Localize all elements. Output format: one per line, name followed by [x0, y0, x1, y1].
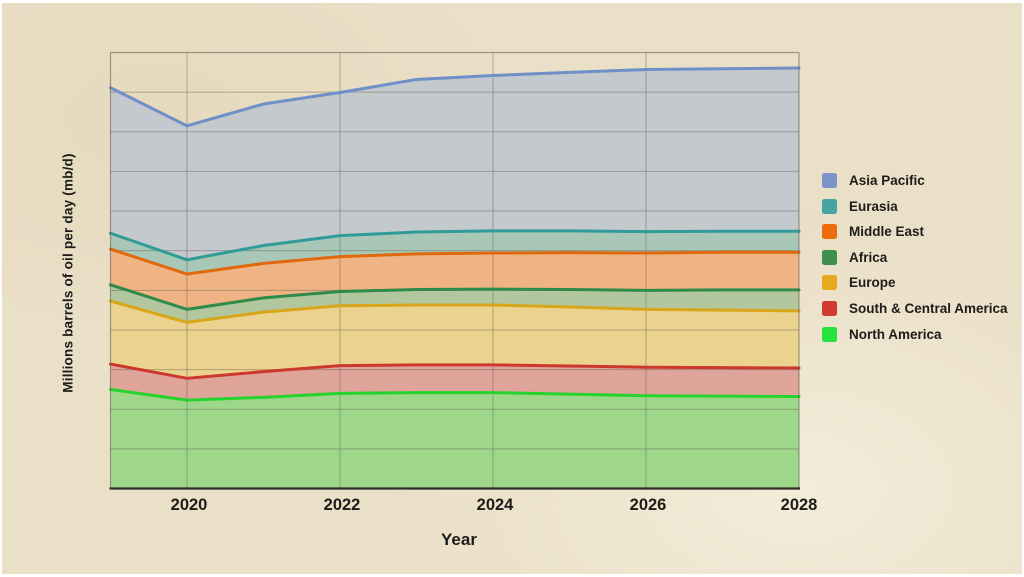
legend-swatch-eurasia: [822, 198, 837, 214]
area-layers: [110, 67, 799, 489]
line-south-central-america: [109, 362, 801, 380]
legend-swatch-europe: [822, 275, 837, 291]
legend-item-north-america: North America: [822, 326, 1008, 342]
area-asia-pacific: [110, 67, 799, 260]
line-eurasia: [109, 229, 801, 262]
area-europe: [110, 301, 799, 379]
legend-swatch-middle-east: [822, 224, 837, 240]
legend-label-south-central-america: South & Central America: [849, 300, 1008, 316]
legend-item-south-central-america: South & Central America: [822, 300, 1008, 316]
legend-swatch-africa: [822, 249, 837, 265]
x-tick-2024: 2024: [477, 496, 515, 514]
legend-item-middle-east: Middle East: [822, 224, 1008, 240]
x-axis-tick-labels: 2020 2022 2024 2026 2028: [171, 496, 818, 514]
legend-label-asia-pacific: Asia Pacific: [849, 173, 925, 188]
legend-item-eurasia: Eurasia: [822, 198, 1008, 214]
legend-item-africa: Africa: [822, 249, 1008, 265]
x-tick-2022: 2022: [324, 496, 361, 514]
x-axis-title: Year: [441, 530, 477, 549]
plot-frame: [109, 51, 800, 490]
line-north-america: [109, 387, 801, 402]
legend-swatch-north-america: [822, 326, 837, 342]
legend: Asia Pacific Eurasia Middle East Africa …: [822, 173, 1008, 352]
line-africa: [109, 283, 801, 311]
legend-item-asia-pacific: Asia Pacific: [822, 173, 1008, 188]
legend-label-eurasia: Eurasia: [849, 198, 898, 214]
y-axis-title: Millions barrels of oil per day (mb/d): [60, 153, 76, 393]
series-boundary-lines: [109, 66, 801, 402]
line-europe: [109, 299, 801, 324]
legend-swatch-south-central-america: [822, 300, 837, 316]
x-tick-2026: 2026: [630, 496, 667, 514]
area-north-america: [110, 389, 799, 489]
legend-label-north-america: North America: [849, 326, 942, 342]
legend-swatch-asia-pacific: [822, 173, 837, 188]
area-middle-east: [110, 249, 799, 310]
legend-item-europe: Europe: [822, 275, 1008, 291]
line-middle-east: [109, 247, 801, 276]
line-asia-pacific: [109, 66, 801, 128]
legend-label-africa: Africa: [849, 249, 888, 265]
legend-label-middle-east: Middle East: [849, 224, 925, 240]
x-tick-2028: 2028: [781, 496, 818, 514]
x-tick-2020: 2020: [171, 496, 208, 514]
legend-label-europe: Europe: [849, 275, 896, 291]
paper-background: 2020 2022 2024 2026 2028 Millions barrel…: [2, 3, 1022, 574]
area-south-central-america: [110, 364, 799, 401]
stacked-area-chart: 2020 2022 2024 2026 2028: [109, 51, 818, 514]
